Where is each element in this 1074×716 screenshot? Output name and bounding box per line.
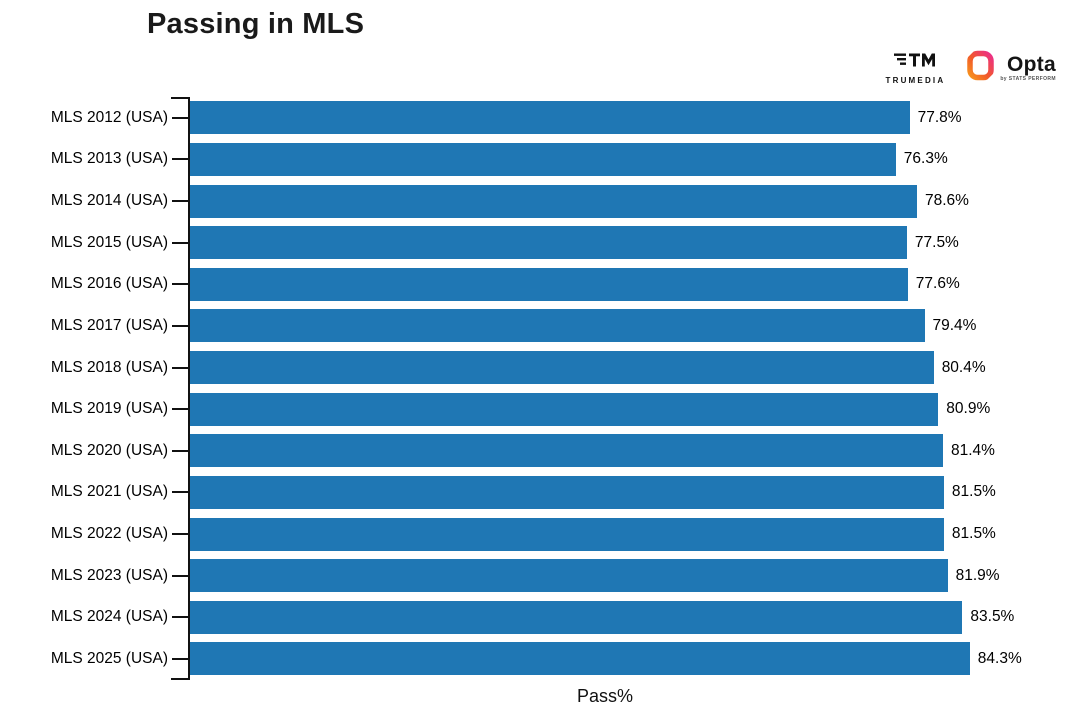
category-label: MLS 2025 (USA) [50, 649, 168, 667]
chart-row: MLS 2019 (USA) 80.9% [0, 388, 1074, 430]
value-label: 79.4% [932, 316, 977, 334]
category-label: MLS 2017 (USA) [50, 316, 168, 334]
y-axis-bottom-cap [171, 678, 188, 680]
x-axis-label: Pass% [576, 686, 634, 706]
bar [190, 101, 910, 135]
chart-row: MLS 2023 (USA) 81.9% [0, 555, 1074, 597]
tick-mark [172, 324, 188, 327]
bar [190, 517, 944, 551]
chart-row: MLS 2015 (USA) 77.5% [0, 222, 1074, 264]
chart-row: MLS 2014 (USA) 78.6% [0, 180, 1074, 222]
value-label: 83.5% [970, 608, 1015, 626]
bar [190, 267, 908, 301]
category-label: MLS 2013 (USA) [50, 150, 168, 168]
bar [190, 392, 939, 426]
tick-mark [172, 158, 188, 161]
chart-rows: MLS 2012 (USA) 77.8% MLS 2013 (USA) 76.3… [0, 97, 1074, 680]
value-label: 80.4% [941, 358, 986, 376]
chart-row: MLS 2020 (USA) 81.4% [0, 430, 1074, 472]
value-label: 78.6% [925, 192, 969, 210]
bar [190, 226, 907, 260]
chart-row: MLS 2016 (USA) 77.6% [0, 264, 1074, 306]
opta-ring-icon [965, 46, 997, 86]
tick-mark [172, 200, 188, 203]
opta-logo-tagline: by STATS PERFORM [1000, 75, 1056, 82]
tick-mark [172, 366, 188, 369]
opta-logo: Opta by STATS PERFORM [965, 46, 1056, 86]
chart-row: MLS 2013 (USA) 76.3% [0, 139, 1074, 181]
category-label: MLS 2015 (USA) [50, 233, 168, 251]
trumedia-tm-icon [893, 51, 937, 74]
bar [190, 475, 944, 509]
y-axis-top-cap [171, 97, 188, 99]
value-label: 81.5% [951, 483, 996, 501]
tick-mark [172, 283, 188, 286]
tick-mark [172, 449, 188, 452]
tick-mark [172, 116, 188, 119]
value-label: 77.5% [914, 233, 959, 251]
value-label: 80.9% [946, 400, 991, 418]
value-label: 81.4% [951, 441, 995, 459]
category-label: MLS 2016 (USA) [50, 275, 168, 293]
category-label: MLS 2019 (USA) [50, 400, 168, 418]
chart-row: MLS 2022 (USA) 81.5% [0, 513, 1074, 555]
value-label: 81.5% [951, 525, 996, 543]
chart-row: MLS 2024 (USA) 83.5% [0, 597, 1074, 639]
bar [190, 642, 970, 676]
tick-mark [172, 408, 188, 411]
branding: TRUMEDIA Opta [886, 46, 1057, 86]
tick-mark [172, 616, 188, 619]
tick-mark [172, 491, 188, 494]
category-label: MLS 2014 (USA) [50, 192, 168, 210]
bar [190, 309, 925, 343]
category-label: MLS 2023 (USA) [50, 566, 168, 584]
trumedia-logo-label: TRUMEDIA [885, 76, 946, 85]
chart-row: MLS 2021 (USA) 81.5% [0, 472, 1074, 514]
opta-logo-label: Opta [1006, 52, 1056, 76]
bar [190, 142, 896, 176]
chart-row: MLS 2025 (USA) 84.3% [0, 638, 1074, 680]
chart-title: Passing in MLS [147, 8, 365, 40]
bar [190, 184, 917, 218]
category-label: MLS 2024 (USA) [50, 608, 168, 626]
category-label: MLS 2018 (USA) [50, 358, 168, 376]
chart-row: MLS 2017 (USA) 79.4% [0, 305, 1074, 347]
tick-mark [172, 241, 188, 244]
value-label: 84.3% [977, 649, 1022, 667]
tick-mark [172, 533, 188, 536]
bar [190, 559, 948, 593]
category-label: MLS 2021 (USA) [50, 483, 168, 501]
value-label: 81.9% [955, 566, 1000, 584]
value-label: 77.6% [915, 275, 960, 293]
bar [190, 351, 934, 385]
tick-mark [172, 657, 188, 660]
category-label: MLS 2020 (USA) [50, 441, 168, 459]
chart-row: MLS 2018 (USA) 80.4% [0, 347, 1074, 389]
trumedia-logo: TRUMEDIA [886, 51, 946, 85]
bar [190, 600, 963, 634]
bar [190, 434, 943, 468]
y-axis-line [171, 97, 190, 680]
tick-mark [172, 574, 188, 577]
value-label: 76.3% [903, 150, 948, 168]
chart-row: MLS 2012 (USA) 77.8% [0, 97, 1074, 139]
value-label: 77.8% [917, 108, 962, 126]
category-label: MLS 2012 (USA) [50, 108, 168, 126]
category-label: MLS 2022 (USA) [50, 525, 168, 543]
